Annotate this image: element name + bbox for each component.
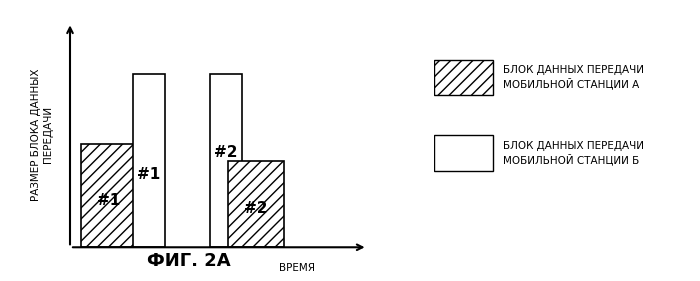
Text: #2: #2 xyxy=(214,145,237,160)
Bar xyxy=(434,60,493,95)
Bar xyxy=(80,144,144,247)
Bar xyxy=(228,161,284,247)
Bar xyxy=(210,74,242,247)
Text: ВРЕМЯ: ВРЕМЯ xyxy=(279,263,316,273)
Text: #1: #1 xyxy=(97,193,120,208)
Text: ФИГ. 2А: ФИГ. 2А xyxy=(147,252,231,270)
Text: #2: #2 xyxy=(244,201,267,216)
Text: БЛОК ДАННЫХ ПЕРЕДАЧИ
МОБИЛЬНОЙ СТАНЦИИ Б: БЛОК ДАННЫХ ПЕРЕДАЧИ МОБИЛЬНОЙ СТАНЦИИ Б xyxy=(503,141,644,165)
Text: РАЗМЕР БЛОКА ДАННЫХ
ПЕРЕДАЧИ: РАЗМЕР БЛОКА ДАННЫХ ПЕРЕДАЧИ xyxy=(32,69,52,201)
Bar xyxy=(133,74,164,247)
Text: БЛОК ДАННЫХ ПЕРЕДАЧИ
МОБИЛЬНОЙ СТАНЦИИ А: БЛОК ДАННЫХ ПЕРЕДАЧИ МОБИЛЬНОЙ СТАНЦИИ А xyxy=(503,65,644,89)
Bar xyxy=(434,135,493,171)
Text: #1: #1 xyxy=(137,167,160,182)
